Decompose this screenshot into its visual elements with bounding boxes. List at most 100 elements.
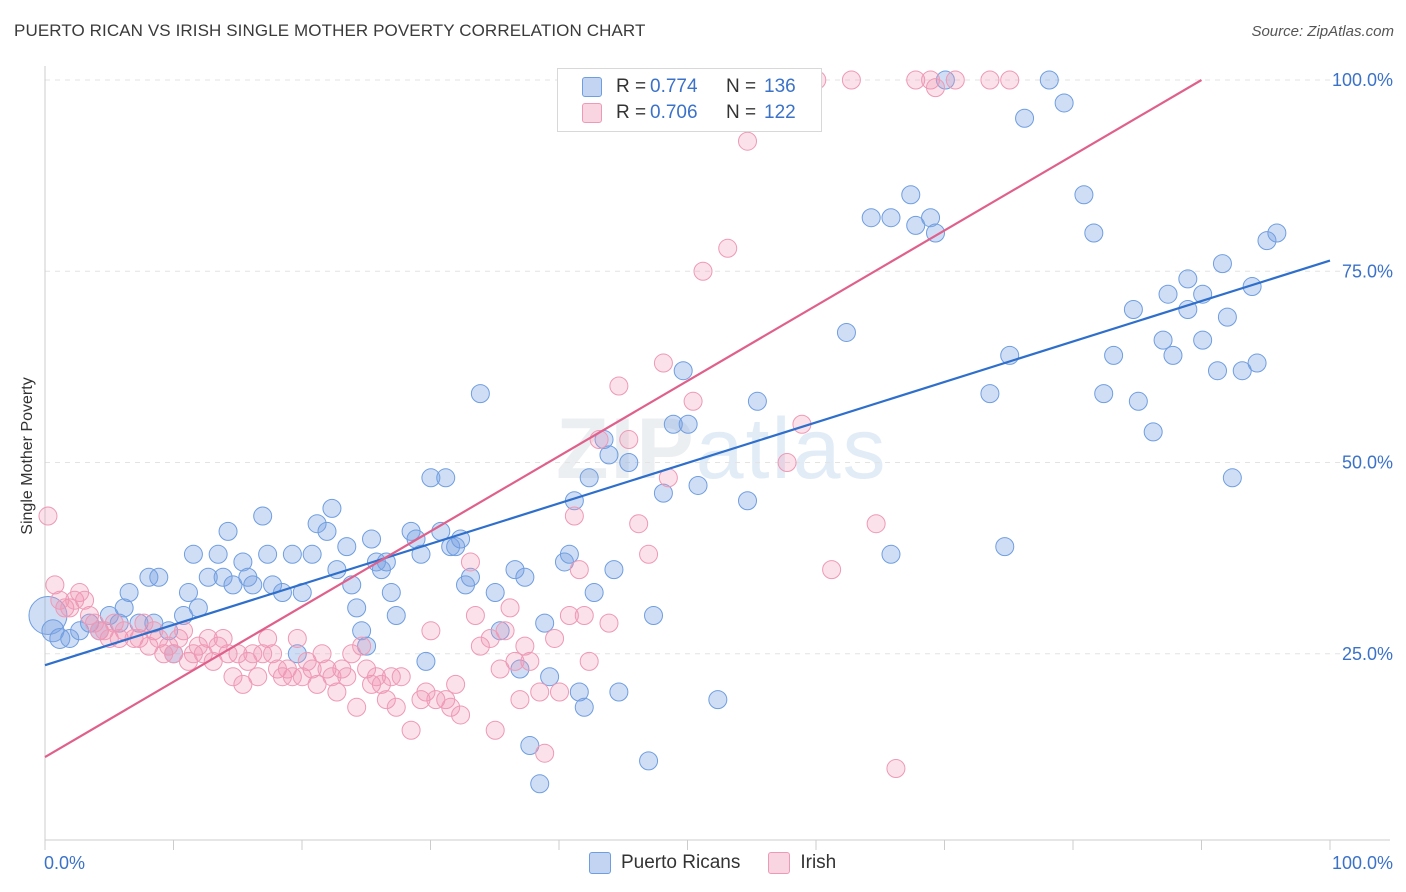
point-puerto-ricans [337, 537, 357, 557]
point-irish [683, 391, 703, 411]
point-puerto-ricans [213, 567, 233, 587]
point-irish [470, 636, 490, 656]
point-irish [485, 720, 505, 740]
point-puerto-ricans [253, 506, 273, 526]
point-irish [505, 651, 525, 671]
point-irish [139, 636, 159, 656]
n-label: N = [726, 76, 757, 97]
point-puerto-ricans [282, 544, 302, 564]
point-puerto-ricans [980, 384, 1000, 404]
r-value: 0.706 [650, 102, 698, 123]
point-irish [104, 613, 124, 633]
point-irish [38, 506, 58, 526]
point-irish [465, 606, 485, 625]
point-puerto-ricans [881, 544, 901, 564]
point-puerto-ricans [287, 644, 307, 664]
point-puerto-ricans [1104, 345, 1124, 365]
point-puerto-ricans [688, 475, 708, 495]
puerto-ricans-points [28, 70, 1287, 794]
tick-labels: 25.0% 50.0% 75.0% 100.0% 0.0% 100.0% [44, 70, 1393, 873]
point-irish [357, 659, 377, 679]
point-puerto-ricans [1267, 223, 1287, 243]
point-puerto-ricans [1143, 422, 1163, 442]
axes [44, 66, 1390, 850]
point-irish [545, 628, 565, 648]
point-puerto-ricans [416, 651, 436, 671]
point-irish [559, 606, 579, 625]
legend-swatch-blue [589, 852, 611, 874]
x-tick-label-min: 0.0% [44, 853, 85, 873]
r-label: R = [616, 76, 647, 97]
x-tick-label-max: 100.0% [1332, 853, 1393, 873]
point-irish [738, 131, 758, 151]
point-puerto-ricans [183, 544, 203, 564]
point-irish [619, 430, 639, 450]
y-tick-label: 50.0% [1342, 453, 1393, 473]
point-puerto-ricans [639, 751, 659, 771]
point-irish [75, 590, 95, 610]
point-irish [426, 690, 446, 710]
point-puerto-ricans [584, 583, 604, 603]
point-irish [337, 667, 357, 687]
point-puerto-ricans [1178, 269, 1198, 289]
legend-row-puerto-ricans: R = 0.774 N = 136 [582, 75, 796, 99]
point-puerto-ricans [386, 606, 406, 625]
point-irish [124, 628, 144, 648]
point-irish [569, 560, 589, 580]
n-label: N = [726, 102, 757, 123]
point-puerto-ricans [1015, 108, 1035, 128]
point-puerto-ricans [490, 621, 510, 641]
y-tick-label: 100.0% [1332, 70, 1393, 90]
point-irish [718, 238, 738, 258]
point-puerto-ricans [515, 567, 535, 587]
point-irish [490, 659, 510, 679]
point-irish [841, 70, 861, 90]
point-puerto-ricans [218, 521, 238, 541]
point-puerto-ricans [139, 567, 159, 587]
point-irish [609, 376, 629, 396]
point-irish [564, 506, 584, 526]
trend-line-irish [44, 79, 1203, 758]
point-puerto-ricans [307, 514, 327, 534]
point-puerto-ricans [505, 560, 525, 580]
point-puerto-ricans [451, 529, 471, 549]
legend-swatch-blue [582, 77, 602, 97]
point-irish [307, 674, 327, 694]
point-irish [248, 667, 268, 687]
point-irish [639, 544, 659, 564]
point-irish [292, 667, 312, 687]
series-legend: Puerto Ricans Irish [589, 852, 864, 874]
legend-item-puerto-ricans: Puerto Ricans [589, 852, 740, 874]
point-irish [906, 70, 926, 90]
point-puerto-ricans [1242, 277, 1262, 297]
point-puerto-ricans [609, 682, 629, 702]
point-puerto-ricans [114, 598, 134, 618]
point-irish [243, 644, 263, 664]
point-irish [446, 674, 466, 694]
point-irish [500, 598, 520, 618]
point-puerto-ricans [644, 606, 664, 625]
point-irish [213, 628, 233, 648]
point-irish [535, 743, 555, 763]
point-puerto-ricans [352, 621, 372, 641]
point-irish [421, 621, 441, 641]
point-irish [302, 659, 322, 679]
point-irish [193, 644, 213, 664]
legend-item-irish: Irish [768, 852, 836, 874]
point-puerto-ricans [149, 567, 169, 587]
point-irish [629, 514, 649, 534]
legend-label: Puerto Ricans [621, 852, 741, 873]
point-irish [258, 628, 278, 648]
r-label: R = [616, 102, 647, 123]
n-value: 136 [764, 76, 796, 97]
point-puerto-ricans [1193, 330, 1213, 350]
point-puerto-ricans [421, 468, 441, 488]
point-puerto-ricans [1039, 70, 1059, 90]
point-irish [550, 682, 570, 702]
point-puerto-ricans [1084, 223, 1104, 243]
point-puerto-ricans [302, 544, 322, 564]
point-irish [520, 651, 540, 671]
point-puerto-ricans [604, 560, 624, 580]
point-puerto-ricans [1153, 330, 1173, 350]
